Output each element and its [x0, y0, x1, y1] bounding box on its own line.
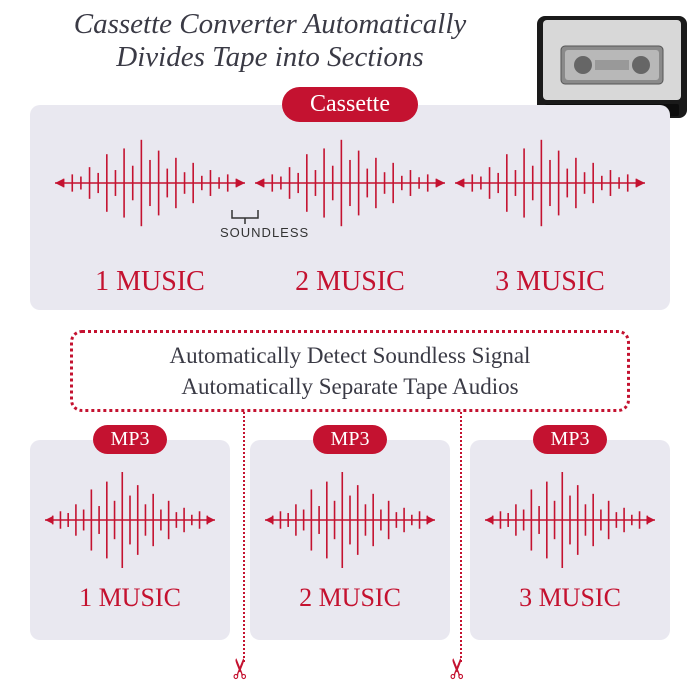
mp3-waveform-2 [265, 470, 435, 575]
track-label-2: 2 MUSIC [295, 266, 405, 298]
mp3-track-label-1: 1 MUSIC [79, 583, 181, 613]
soundless-bracket [230, 210, 260, 224]
soundless-label: SOUNDLESS [220, 225, 309, 240]
cassette-badge: Cassette [282, 87, 418, 122]
mp3-row: MP3 1 MUSIC MP3 2 MUSIC MP3 3 MUSIC [30, 440, 670, 640]
cassette-panel: Cassette SOUNDLESS 1 MUSIC 2 MUSIC 3 MUS… [30, 105, 670, 310]
mp3-panel-2: MP3 2 MUSIC [250, 440, 450, 640]
title-line2: Divides Tape into Sections [30, 41, 510, 74]
waveform-1 [50, 138, 250, 228]
info-line1: Automatically Detect Soundless Signal [170, 340, 531, 371]
mp3-badge: MP3 [93, 425, 168, 454]
track-label-1: 1 MUSIC [95, 266, 205, 298]
mp3-track-label-3: 3 MUSIC [519, 583, 621, 613]
info-box: Automatically Detect Soundless Signal Au… [70, 330, 630, 412]
title-line1: Cassette Converter Automatically [30, 8, 510, 41]
page-title: Cassette Converter Automatically Divides… [30, 8, 510, 75]
waveform-2 [250, 138, 450, 228]
scissors-icon: ✂ [224, 657, 257, 680]
mp3-panel-3: MP3 3 MUSIC [470, 440, 670, 640]
info-line2: Automatically Separate Tape Audios [181, 371, 518, 402]
mp3-panel-1: MP3 1 MUSIC [30, 440, 230, 640]
mp3-badge: MP3 [313, 425, 388, 454]
cassette-track-labels: 1 MUSIC 2 MUSIC 3 MUSIC [50, 266, 650, 298]
mp3-badge: MP3 [533, 425, 608, 454]
mp3-waveform-3 [485, 470, 655, 575]
mp3-track-label-2: 2 MUSIC [299, 583, 401, 613]
waveform-3 [450, 138, 650, 228]
mp3-waveform-1 [45, 470, 215, 575]
track-label-3: 3 MUSIC [495, 266, 605, 298]
cassette-waveform-row [50, 135, 650, 230]
scissors-icon: ✂ [441, 657, 474, 680]
